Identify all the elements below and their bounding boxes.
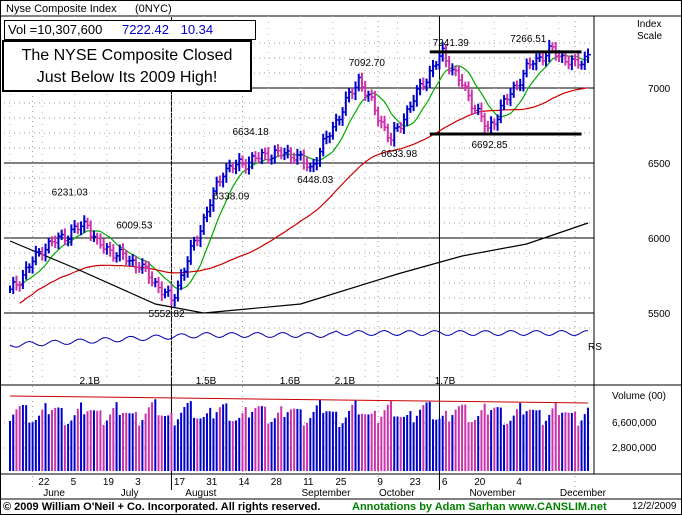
x-month-label: September xyxy=(302,488,352,499)
x-day-label: 5 xyxy=(71,477,77,488)
x-day-label: 9 xyxy=(377,477,383,488)
ma-mid-line xyxy=(19,87,589,304)
copyright-text: © 2009 William O'Neil + Co. Incorporated… xyxy=(3,501,321,513)
price-annotation: 6009.53 xyxy=(116,221,153,232)
price-annotation: 6692.85 xyxy=(471,140,508,151)
x-day-label: 6 xyxy=(442,477,448,488)
x-day-label: 17 xyxy=(174,477,186,488)
x-day-label: 19 xyxy=(103,477,115,488)
headline-line-1: The NYSE Composite Closed xyxy=(21,47,233,64)
y-tick-label: 7000 xyxy=(648,84,671,95)
price-bars xyxy=(9,39,591,307)
rs-label: RS xyxy=(588,342,602,353)
x-day-label: 4 xyxy=(516,477,522,488)
volume-axis-label: Volume (00) xyxy=(612,391,666,402)
price-value: 7222.42 xyxy=(121,22,169,37)
x-day-label: 25 xyxy=(335,477,347,488)
index-symbol: (0NYC) xyxy=(135,3,172,15)
price-annotation: 6634.18 xyxy=(232,127,269,138)
x-day-label: 23 xyxy=(410,477,422,488)
x-day-label: 31 xyxy=(206,477,218,488)
volume-price-box: Vol =10,307,600 7222.42 10.34 xyxy=(4,20,256,40)
volume-label: Vol =10,307,600 xyxy=(8,22,103,37)
headline-line-2: Just Below Its 2009 High! xyxy=(36,69,218,86)
price-annotations: 6231.03 6009.53 5552.82 6634.18 6338.09 6448.… xyxy=(52,34,547,320)
x-day-label: 20 xyxy=(474,477,486,488)
y-tick-label: 5500 xyxy=(648,309,671,320)
x-day-label: 11 xyxy=(303,477,314,488)
annotation-credit: Annotations by Adam Sarhan www.CANSLIM.n… xyxy=(352,501,607,513)
volume-annotation: 1.7B xyxy=(435,376,456,387)
scale-label: Index xyxy=(637,19,661,30)
x-month-label: June xyxy=(43,488,65,499)
scale-label: Scale xyxy=(637,31,662,42)
volume-annotation: 2.1B xyxy=(335,376,356,387)
volume-annotation: 1.5B xyxy=(196,376,217,387)
x-day-label: 3 xyxy=(135,477,141,488)
price-annotation: 6448.03 xyxy=(297,175,334,186)
x-axis: 22 5 19 3 17 31 14 28 11 25 9 23 6 20 4 June July August S… xyxy=(38,477,606,499)
volume-average-line xyxy=(9,395,589,404)
y-tick-label: 6500 xyxy=(648,159,671,170)
rs-path xyxy=(9,329,589,348)
x-month-label: November xyxy=(469,488,516,499)
x-month-label: October xyxy=(379,488,415,499)
x-month-label: July xyxy=(121,488,139,499)
price-annotation: 6231.03 xyxy=(52,187,89,198)
price-annotation: 7241.39 xyxy=(433,38,470,49)
x-month-label: December xyxy=(560,488,607,499)
x-day-label: 28 xyxy=(271,477,283,488)
headline-box: The NYSE Composite Closed Just Below Its… xyxy=(2,40,252,92)
ma-long-line xyxy=(9,222,589,314)
x-month-label: August xyxy=(185,488,216,499)
price-annotation: 6338.09 xyxy=(213,191,250,202)
volume-bars: 2.1B 1.5B 1.6B 2.1B 1.7B xyxy=(9,376,589,471)
volume-annotation: 1.6B xyxy=(280,376,301,387)
y-tick-label: 6000 xyxy=(648,234,671,245)
volume-tick-label: 2,800,000 xyxy=(612,443,657,454)
rs-line: RS xyxy=(9,329,602,353)
volume-tick-label: 6,600,000 xyxy=(612,418,657,429)
change-value: 10.34 xyxy=(180,22,214,37)
support-resistance-lines xyxy=(429,50,582,136)
volume-annotation: 2.1B xyxy=(79,376,100,387)
x-day-label: 14 xyxy=(238,477,250,488)
chart-date: 12/2/2009 xyxy=(632,501,677,512)
price-annotation: 7092.70 xyxy=(349,58,386,69)
price-annotation: 5552.82 xyxy=(149,309,186,320)
price-annotation: 7266.51 xyxy=(510,34,547,45)
index-title: Nyse Composite Index (0NYC) xyxy=(6,3,172,15)
x-day-label: 22 xyxy=(38,477,50,488)
price-annotation: 6633.98 xyxy=(381,149,418,160)
index-name: Nyse Composite Index xyxy=(6,3,117,15)
y-axis: 5500 6000 6500 7000 Volume (00) 6,600,000 2,80… xyxy=(612,19,671,454)
